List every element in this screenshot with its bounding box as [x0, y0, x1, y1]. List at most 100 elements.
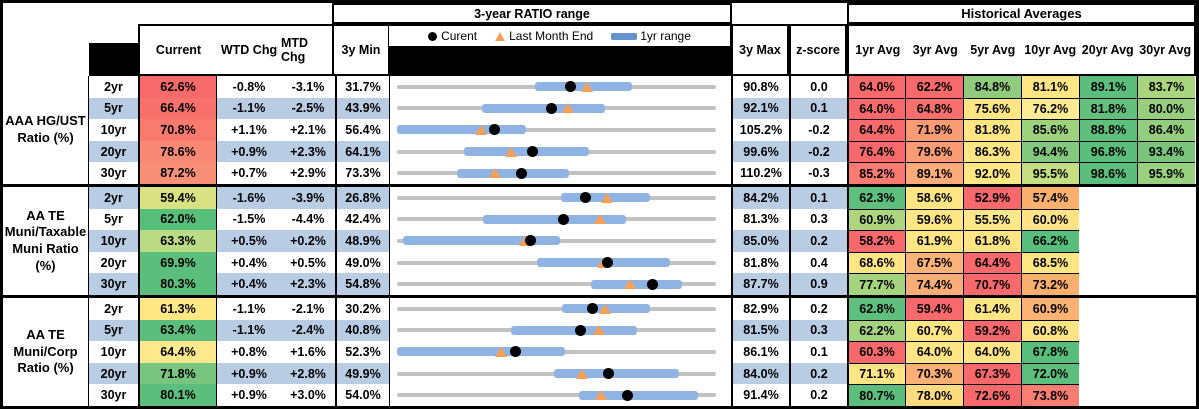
- range-chart-cell: [390, 208, 731, 231]
- one-year-range-bar: [402, 236, 561, 246]
- avg-cell: 62.2%: [905, 76, 963, 98]
- mtd-chg-column-header: MTD Chg: [281, 36, 309, 64]
- z-score-cell: 0.2: [789, 362, 847, 385]
- tenor-cell: 10yr: [89, 230, 138, 252]
- range-min-cell: 49.9%: [335, 362, 390, 385]
- current-marker: [524, 235, 536, 247]
- table-row: 10yr 64.4% +0.8% +1.6% 52.3% 86.1% 0.1 60.3% 64.…: [89, 341, 1079, 363]
- group-label-line: Muni Ratio: [12, 240, 79, 256]
- avg-cell: 64.0%: [847, 76, 905, 98]
- wtd-chg-cell: +0.9%: [217, 140, 281, 163]
- last-month-end-marker: [475, 124, 488, 135]
- z-score-cell: -0.2: [789, 119, 847, 141]
- range-track: [397, 393, 716, 398]
- mtd-chg-cell: -2.1%: [281, 297, 335, 320]
- tenor-cell: 30yr: [89, 384, 138, 406]
- avg-cell: 94.4%: [1021, 140, 1079, 163]
- ratio-group: AA TE Muni/Corp Ratio (%) 2yr 61.3% -1.1% -2.1…: [3, 294, 1196, 406]
- wtd-chg-cell: -1.6%: [217, 186, 281, 209]
- current-value-cell: 61.3%: [138, 297, 217, 320]
- avg-cell: 80.7%: [847, 384, 905, 406]
- range-chart-cell: [390, 162, 731, 184]
- range-max-cell: 99.6%: [731, 140, 789, 163]
- avg-cell: 70.3%: [905, 362, 963, 385]
- range-chart-cell: [390, 319, 731, 342]
- range-min-cell: 73.3%: [335, 162, 390, 184]
- mtd-chg-cell: +0.5%: [281, 251, 335, 274]
- current-value-cell: 70.8%: [138, 119, 217, 141]
- avg-30yr-column-header: 30yr Avg: [1139, 43, 1192, 57]
- tenor-column-header-black-cell: [89, 43, 138, 76]
- range-max-cell: 91.4%: [731, 384, 789, 406]
- group-label-line: AAA HG/UST: [5, 113, 86, 129]
- range-max-cell: 85.0%: [731, 230, 789, 252]
- z-score-cell: 0.9: [789, 273, 847, 295]
- avg-cell: 60.3%: [847, 341, 905, 363]
- avg-cell: 85.2%: [847, 162, 905, 184]
- current-marker: [580, 192, 592, 204]
- z-score-cell: -0.2: [789, 140, 847, 163]
- group-label-line: (%): [35, 257, 56, 273]
- current-value-cell: 80.3%: [138, 273, 217, 295]
- one-year-range-bar: [463, 147, 590, 157]
- avg-cell: 52.9%: [963, 186, 1021, 209]
- range-min-cell: 26.8%: [335, 186, 390, 209]
- z-score-cell: 0.3: [789, 319, 847, 342]
- mtd-chg-cell: -2.4%: [281, 319, 335, 342]
- avg-cell: 98.6%: [1079, 162, 1137, 184]
- avg-cell: 62.8%: [847, 297, 905, 320]
- range-max-cell: 105.2%: [731, 119, 789, 141]
- group-rows: 2yr 61.3% -1.1% -2.1% 30.2% 82.9% 0.2 62.8% 59.4…: [89, 297, 1079, 406]
- z-score-cell: 0.2: [789, 230, 847, 252]
- avg-1yr-column-header: 1yr Avg: [855, 43, 901, 57]
- avg-cell: 80.0%: [1137, 97, 1195, 120]
- legend-current-item: Curent: [428, 29, 477, 43]
- wtd-chg-column-header: WTD Chg: [220, 43, 278, 57]
- avg-cell: 57.4%: [1021, 186, 1079, 209]
- current-dot-icon: [428, 31, 438, 41]
- mtd-chg-cell: +3.0%: [281, 384, 335, 406]
- wtd-chg-cell: +0.8%: [217, 341, 281, 363]
- tenor-cell: 30yr: [89, 273, 138, 295]
- mtd-chg-cell: +0.2%: [281, 230, 335, 252]
- current-marker: [574, 324, 586, 336]
- range-min-cell: 52.3%: [335, 341, 390, 363]
- current-marker: [646, 278, 658, 290]
- avg-cell: 61.8%: [963, 230, 1021, 252]
- table-row: 30yr 80.3% +0.4% +2.3% 54.8% 87.7% 0.9 77.7% 74.…: [89, 273, 1079, 295]
- range-max-cell: 84.0%: [731, 362, 789, 385]
- avg-cell: 58.2%: [847, 230, 905, 252]
- range-bar-icon: [611, 32, 638, 40]
- group-label-line: AA TE: [26, 207, 65, 223]
- avg-cell: 84.8%: [963, 76, 1021, 98]
- group-label: AAA HG/UST Ratio (%): [3, 76, 89, 184]
- one-year-range-bar: [510, 325, 637, 335]
- avg-cell: 89.1%: [1079, 76, 1137, 98]
- ratio-group: AAA HG/UST Ratio (%) 2yr 62.6% -0.8% -3.1% 31.…: [3, 76, 1196, 184]
- wtd-chg-cell: -0.8%: [217, 76, 281, 98]
- avg-cell: 61.4%: [963, 297, 1021, 320]
- mtd-chg-cell: +1.6%: [281, 341, 335, 363]
- tenor-cell: 30yr: [89, 162, 138, 184]
- current-marker: [527, 146, 539, 158]
- avg-cell: 81.8%: [1079, 97, 1137, 120]
- current-value-cell: 66.4%: [138, 97, 217, 120]
- mtd-chg-cell: +2.3%: [281, 140, 335, 163]
- mtd-chg-cell: +2.8%: [281, 362, 335, 385]
- range-min-cell: 42.4%: [335, 208, 390, 231]
- range-track: [397, 195, 716, 200]
- one-year-range-bar: [590, 279, 683, 289]
- current-marker: [621, 389, 633, 401]
- tenor-cell: 20yr: [89, 140, 138, 163]
- tenor-cell: 20yr: [89, 251, 138, 274]
- avg-cell: 83.7%: [1137, 76, 1195, 98]
- current-column-header: Current: [155, 43, 202, 57]
- z-score-cell: 0.1: [789, 97, 847, 120]
- z-score-cell: -0.3: [789, 162, 847, 184]
- range-max-cell: 84.2%: [731, 186, 789, 209]
- range-min-cell: 49.0%: [335, 251, 390, 274]
- range-chart-cell: [390, 362, 731, 385]
- current-marker: [565, 81, 577, 93]
- one-year-range-bar: [456, 168, 569, 178]
